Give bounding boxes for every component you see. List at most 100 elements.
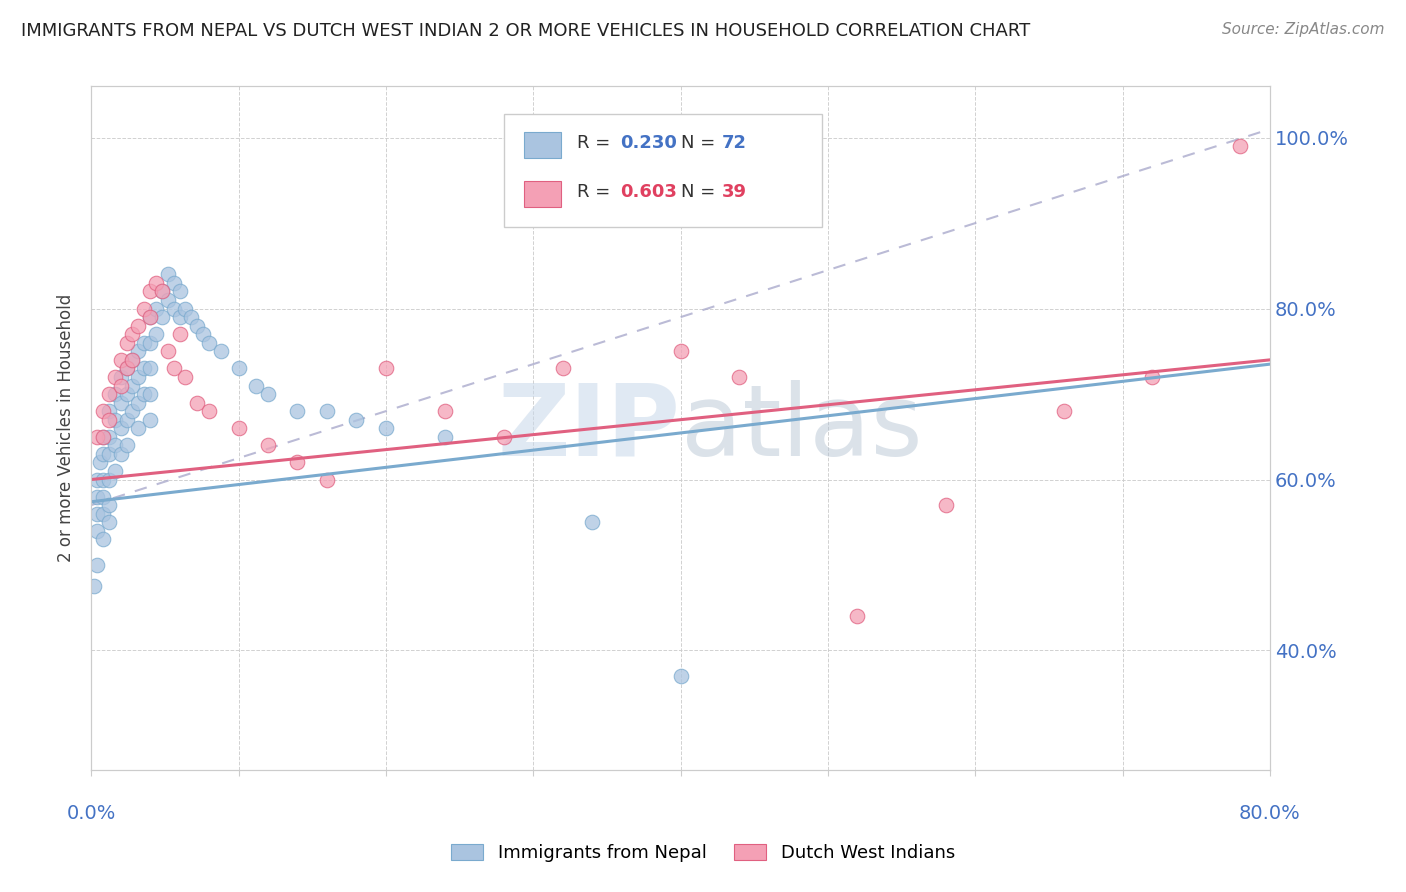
Point — [97, 430, 120, 444]
Point — [150, 285, 173, 299]
Text: Source: ZipAtlas.com: Source: ZipAtlas.com — [1222, 22, 1385, 37]
Point — [110, 395, 132, 409]
Point — [581, 516, 603, 530]
Point — [86, 507, 108, 521]
Point — [91, 430, 114, 444]
Text: 72: 72 — [721, 134, 747, 153]
Point — [174, 370, 197, 384]
Point — [150, 310, 173, 325]
Point — [110, 370, 132, 384]
Point — [169, 310, 191, 325]
Text: 80.0%: 80.0% — [1239, 805, 1301, 823]
Point — [374, 361, 396, 376]
Point — [91, 490, 114, 504]
Point — [728, 370, 751, 384]
Point — [110, 421, 132, 435]
Point — [104, 438, 127, 452]
Point — [115, 413, 138, 427]
Point — [228, 361, 250, 376]
Point — [97, 447, 120, 461]
Point — [127, 344, 149, 359]
Point — [846, 609, 869, 624]
Text: 0.603: 0.603 — [620, 184, 678, 202]
Point — [86, 490, 108, 504]
Text: IMMIGRANTS FROM NEPAL VS DUTCH WEST INDIAN 2 OR MORE VEHICLES IN HOUSEHOLD CORRE: IMMIGRANTS FROM NEPAL VS DUTCH WEST INDI… — [21, 22, 1031, 40]
Text: ZIP: ZIP — [498, 380, 681, 476]
Point — [97, 387, 120, 401]
Point — [186, 318, 208, 333]
Point — [139, 335, 162, 350]
Point — [156, 344, 179, 359]
Point — [115, 361, 138, 376]
Point — [433, 430, 456, 444]
Point — [127, 421, 149, 435]
Point — [86, 430, 108, 444]
Text: N =: N = — [681, 184, 720, 202]
Point — [669, 344, 692, 359]
Point — [104, 464, 127, 478]
Point — [551, 361, 574, 376]
Point — [139, 413, 162, 427]
Text: R =: R = — [576, 184, 616, 202]
Point — [935, 498, 957, 512]
Point — [89, 455, 111, 469]
Point — [198, 335, 221, 350]
Point — [180, 310, 202, 325]
Point — [86, 473, 108, 487]
Point — [287, 404, 309, 418]
Point — [344, 413, 367, 427]
Point — [104, 413, 127, 427]
Legend: Immigrants from Nepal, Dutch West Indians: Immigrants from Nepal, Dutch West Indian… — [444, 837, 962, 870]
Point — [121, 327, 143, 342]
Point — [110, 378, 132, 392]
Point — [91, 473, 114, 487]
Point — [287, 455, 309, 469]
Point — [198, 404, 221, 418]
Point — [245, 378, 267, 392]
Point — [91, 507, 114, 521]
Point — [127, 370, 149, 384]
FancyBboxPatch shape — [503, 113, 823, 227]
Point — [163, 301, 186, 316]
Point — [97, 516, 120, 530]
Point — [257, 438, 280, 452]
Point — [91, 447, 114, 461]
FancyBboxPatch shape — [524, 132, 561, 158]
Point — [492, 430, 515, 444]
Point — [115, 361, 138, 376]
Point — [169, 285, 191, 299]
Point — [121, 352, 143, 367]
Point — [91, 404, 114, 418]
Text: atlas: atlas — [681, 380, 922, 476]
Point — [110, 447, 132, 461]
Point — [91, 533, 114, 547]
Point — [163, 276, 186, 290]
Point — [139, 387, 162, 401]
Point — [115, 387, 138, 401]
Point — [139, 361, 162, 376]
Point — [127, 318, 149, 333]
Point — [156, 268, 179, 282]
Point — [86, 558, 108, 572]
Point — [257, 387, 280, 401]
Point — [121, 404, 143, 418]
Point — [433, 404, 456, 418]
Point — [163, 361, 186, 376]
Point — [139, 310, 162, 325]
Point — [97, 498, 120, 512]
Point — [115, 335, 138, 350]
Point — [209, 344, 232, 359]
Point — [86, 524, 108, 538]
Text: R =: R = — [576, 134, 616, 153]
Point — [174, 301, 197, 316]
Point — [139, 310, 162, 325]
Point — [1053, 404, 1076, 418]
Point — [134, 387, 156, 401]
Point — [127, 395, 149, 409]
Point — [1229, 139, 1251, 153]
Text: 0.230: 0.230 — [620, 134, 678, 153]
Point — [145, 301, 167, 316]
Point — [139, 285, 162, 299]
Point — [150, 285, 173, 299]
Point — [97, 404, 120, 418]
